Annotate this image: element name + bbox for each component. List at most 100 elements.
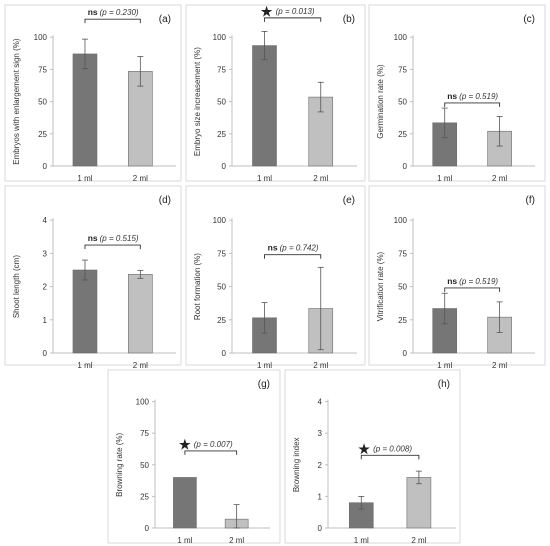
- y-axis-label: Germination rate (%): [376, 64, 385, 139]
- panel-frame: [107, 369, 281, 544]
- panel-label: (b): [343, 14, 355, 25]
- y-tick-label: 0: [318, 524, 323, 533]
- y-tick-label: 75: [140, 429, 149, 438]
- x-tick-label: 1 ml: [257, 174, 272, 183]
- y-tick-label: 0: [43, 349, 48, 358]
- bar-2: [406, 477, 432, 529]
- p-value-label: (p = 0.519): [459, 277, 498, 286]
- p-value-label: (p = 0.013): [276, 7, 315, 16]
- x-tick-label: 1 ml: [354, 536, 369, 545]
- panel-frame: [4, 4, 182, 182]
- significance-mark: ★: [261, 4, 273, 19]
- y-tick-label: 25: [398, 130, 407, 139]
- bar-1: [252, 45, 277, 167]
- y-tick-label: 25: [217, 316, 226, 325]
- panel-d: 0 1 2 3 4 Shoot length (cm) 1 ml 2 ml ns (p = 0.5…: [4, 185, 182, 370]
- y-tick-label: 25: [140, 492, 149, 501]
- x-tick-label: 1 ml: [437, 361, 452, 370]
- p-value-label: (p = 0.515): [100, 234, 139, 243]
- panel-frame: [185, 185, 366, 366]
- y-tick-label: 100: [136, 398, 150, 407]
- y-tick-label: 0: [222, 162, 227, 171]
- y-axis-label: Embryo size increasement (%): [193, 47, 202, 156]
- x-tick-label: 2 ml: [133, 361, 148, 370]
- y-tick-label: 75: [217, 249, 226, 258]
- y-tick-label: 100: [394, 216, 408, 225]
- significance-mark: ns: [88, 233, 98, 243]
- y-tick-label: 0: [43, 162, 48, 171]
- x-tick-label: 1 ml: [77, 174, 92, 183]
- x-tick-label: 1 ml: [437, 174, 452, 183]
- y-tick-label: 3: [318, 429, 323, 438]
- y-tick-label: 25: [38, 130, 47, 139]
- significance-mark: ns: [268, 243, 278, 253]
- y-axis-label: Root formation (%): [193, 253, 202, 320]
- y-tick-label: 75: [217, 65, 226, 74]
- significance-bracket: [444, 102, 501, 107]
- bar-1: [72, 269, 98, 354]
- y-tick-label: 1: [318, 492, 323, 501]
- x-tick-label: 1 ml: [257, 361, 272, 370]
- y-axis-label: Vitrification rate (%): [376, 251, 385, 321]
- y-tick-label: 100: [213, 216, 227, 225]
- x-tick-label: 2 ml: [492, 361, 507, 370]
- panel-e: 0 25 50 75 100 Root formation (%) 1 ml 2 ml ns (p…: [185, 185, 366, 370]
- y-tick-label: 4: [43, 216, 48, 225]
- x-tick-label: 1 ml: [177, 536, 192, 545]
- panel-label: (c): [523, 14, 535, 25]
- panel-b: 0 25 50 75 100 Embryo size increasement (%) 1 …: [185, 4, 366, 183]
- panel-c: 0 25 50 75 100 Germination rate (%) 1 ml 2 ml ns…: [368, 4, 546, 183]
- panel-label: (f): [526, 195, 535, 206]
- y-tick-label: 25: [217, 130, 226, 139]
- bar-2: [128, 71, 153, 167]
- bar-1: [173, 477, 197, 529]
- significance-bracket: [184, 450, 238, 455]
- significance-bracket: [84, 244, 141, 250]
- y-tick-label: 1: [43, 316, 48, 325]
- y-axis-label: Browning rate (%): [115, 432, 124, 496]
- panel-frame: [4, 185, 182, 366]
- significance-mark: ★: [179, 437, 191, 452]
- panel-frame: [368, 185, 546, 366]
- y-tick-label: 50: [217, 98, 226, 107]
- significance-mark: ns: [88, 7, 98, 17]
- panel-label: (a): [159, 14, 171, 25]
- y-tick-label: 75: [398, 65, 407, 74]
- y-tick-label: 50: [398, 98, 407, 107]
- p-value-label: (p = 0.742): [280, 244, 319, 253]
- significance-bracket: [264, 17, 322, 22]
- y-tick-label: 75: [38, 65, 47, 74]
- panel-f: 0 25 50 75 100 Vitrification rate (%) 1 ml 2 ml…: [368, 185, 546, 370]
- y-tick-label: 3: [43, 249, 48, 258]
- y-tick-label: 0: [403, 162, 408, 171]
- panel-h: 0 1 2 3 4 Browning index 1 ml 2 ml ★ (p = 0.008) (…: [284, 369, 461, 545]
- significance-bracket: [84, 18, 141, 24]
- y-tick-label: 0: [222, 349, 227, 358]
- y-tick-label: 100: [213, 33, 227, 42]
- panel-label: (h): [438, 379, 450, 390]
- x-tick-label: 2 ml: [229, 536, 244, 545]
- significance-bracket: [264, 254, 322, 259]
- bar-2: [128, 274, 153, 354]
- p-value-label: (p = 0.008): [373, 444, 412, 453]
- x-tick-label: 1 ml: [77, 361, 92, 370]
- y-tick-label: 25: [398, 316, 407, 325]
- y-tick-label: 2: [43, 283, 48, 292]
- y-tick-label: 50: [398, 283, 407, 292]
- p-value-label: (p = 0.007): [194, 440, 233, 449]
- y-axis-label: Shoot length (cm): [12, 255, 21, 318]
- y-tick-label: 0: [145, 524, 150, 533]
- bar-1: [72, 53, 98, 167]
- x-tick-label: 2 ml: [313, 174, 328, 183]
- x-tick-label: 2 ml: [313, 361, 328, 370]
- panel-label: (e): [343, 195, 355, 206]
- y-tick-label: 50: [140, 461, 149, 470]
- panel-frame: [368, 4, 546, 182]
- y-tick-label: 100: [394, 33, 408, 42]
- p-value-label: (p = 0.230): [100, 8, 139, 17]
- significance-bracket: [360, 454, 420, 460]
- y-tick-label: 50: [38, 98, 47, 107]
- x-tick-label: 2 ml: [492, 174, 507, 183]
- y-axis-label: Browning index: [292, 437, 301, 492]
